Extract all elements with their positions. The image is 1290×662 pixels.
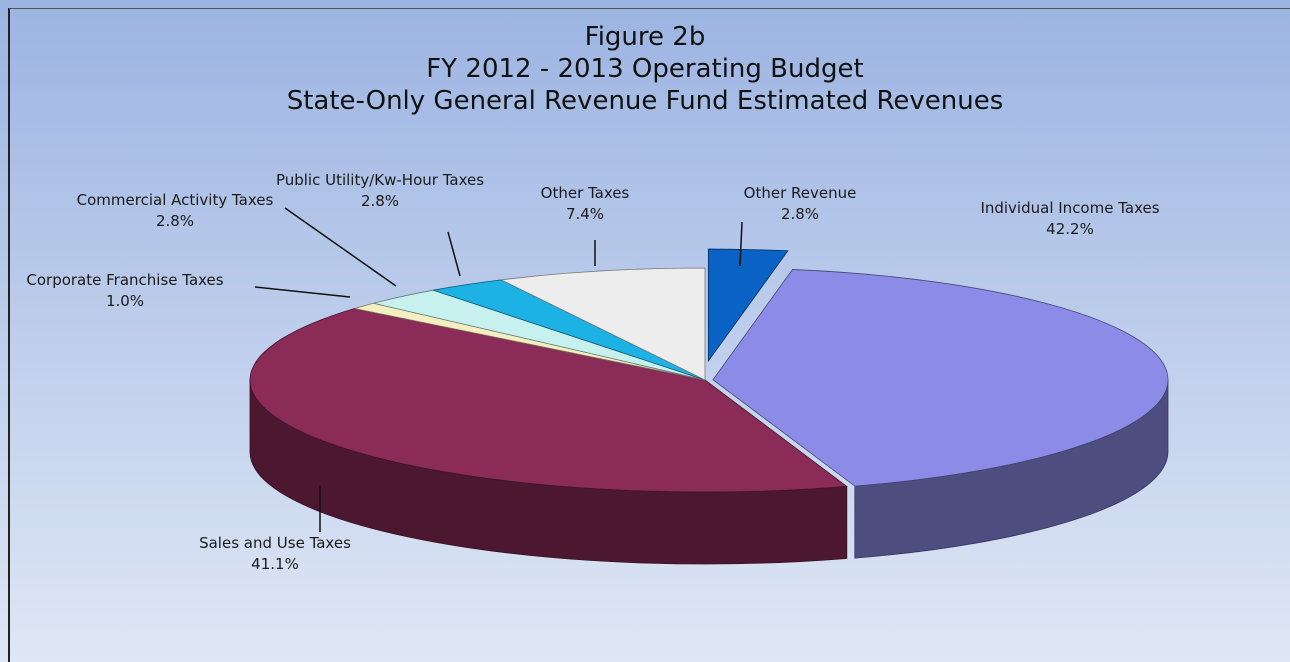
- pie-slice: [712, 269, 1169, 487]
- slice-name: Corporate Franchise Taxes: [26, 271, 224, 289]
- slice-name: Commercial Activity Taxes: [76, 191, 274, 209]
- pie-slice: [499, 267, 706, 381]
- chart-subtitle: FY 2012 - 2013 Operating Budget: [426, 54, 864, 84]
- leader-line: [254, 286, 351, 298]
- slice-label: Other Taxes 7.4%: [525, 183, 645, 225]
- slice-value: 7.4%: [565, 205, 605, 223]
- pie-slice: [707, 248, 789, 363]
- leader-line: [447, 231, 461, 277]
- slice-label: Sales and Use Taxes 41.1%: [145, 533, 405, 575]
- slice-name: Other Revenue: [743, 184, 857, 202]
- slice-label: Corporate Franchise Taxes 1.0%: [10, 270, 240, 312]
- slice-value: 2.8%: [155, 212, 195, 230]
- leader-line: [739, 221, 743, 267]
- pie-slice: [249, 308, 848, 493]
- chart-title: Figure 2b: [584, 22, 706, 52]
- slice-value: 42.2%: [1046, 220, 1094, 238]
- slice-name: Public Utility/Kw-Hour Taxes: [275, 171, 485, 189]
- pie-tops: [249, 248, 1169, 493]
- slice-label: Individual Income Taxes 42.2%: [980, 198, 1160, 240]
- chart-subtitle: State-Only General Revenue Fund Estimate…: [286, 86, 1004, 116]
- leader-line: [284, 207, 397, 287]
- slice-value: 41.1%: [251, 555, 299, 573]
- slice-label: Other Revenue 2.8%: [730, 183, 870, 225]
- slice-value: 2.8%: [360, 192, 400, 210]
- slice-label: Commercial Activity Taxes 2.8%: [75, 190, 275, 232]
- slice-label: Public Utility/Kw-Hour Taxes 2.8%: [275, 170, 485, 212]
- frame: [8, 8, 1290, 662]
- slice-value: 1.0%: [105, 292, 145, 310]
- slice-name: Sales and Use Taxes: [199, 534, 351, 552]
- slice-name: Other Taxes: [540, 184, 630, 202]
- slice-name: Individual Income Taxes: [980, 199, 1160, 217]
- slice-value: 2.8%: [780, 205, 820, 223]
